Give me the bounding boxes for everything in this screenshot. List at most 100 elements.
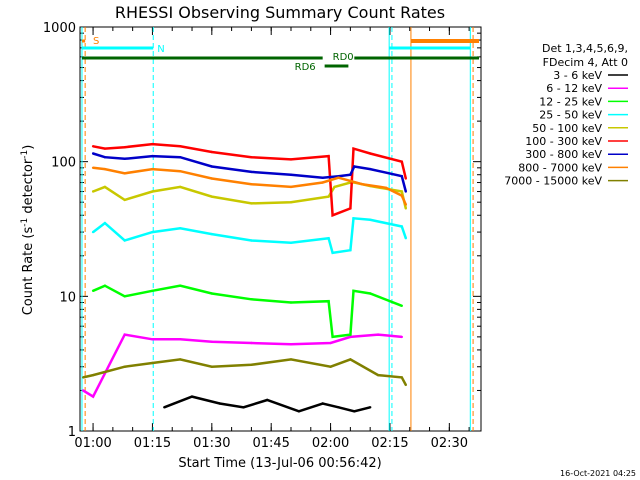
series-1-point [210, 340, 213, 343]
series-3-point [91, 230, 95, 234]
series-5-point [327, 154, 330, 158]
series-6-point [400, 175, 403, 178]
y-tick-label-0: 1 [68, 425, 76, 440]
annotation-rd6: RD6 [295, 62, 316, 73]
annotation-rd0: RD0 [333, 52, 354, 63]
series-2-point [331, 335, 334, 339]
series-4-point [103, 185, 107, 189]
plot-frame [79, 26, 482, 432]
series-8-point [91, 373, 95, 377]
legend-header-line-1: Det 1,3,4,5,6,9, [542, 42, 628, 55]
series-group [82, 142, 408, 413]
series-7-point [289, 185, 293, 189]
series-0-point [369, 406, 372, 409]
series-3-point [151, 230, 154, 234]
series-6-line [92, 152, 408, 192]
series-1-point [250, 341, 253, 345]
x-tick-label-4: 02:00 [312, 436, 349, 451]
series-7-point [91, 166, 95, 169]
series-3-point [352, 217, 355, 220]
x-tick-label-6: 02:30 [431, 436, 468, 451]
series-2-point [151, 289, 154, 292]
series-8-point [82, 376, 85, 379]
series-2-point [250, 298, 253, 301]
series-7-point [250, 183, 253, 186]
legend-header-line-2: FDecim 4, Att 0 [543, 56, 628, 69]
series-5-point [103, 147, 107, 150]
series-2-point [103, 284, 107, 287]
series-4-point [400, 190, 403, 193]
series-7-point [321, 181, 324, 184]
series-0-point [266, 398, 269, 402]
series-2-line [92, 284, 403, 339]
series-8-point [123, 365, 126, 368]
series-7-point [384, 186, 388, 189]
series-3-point [210, 232, 213, 236]
legend-label-1: 6 - 12 keV [546, 82, 602, 95]
series-2-point [123, 295, 126, 298]
series-4-point [179, 185, 182, 189]
series-5-point [349, 207, 352, 210]
series-6-point [151, 154, 154, 158]
series-5-line [92, 142, 408, 218]
event-markers: S N RD0 RD6 [81, 27, 480, 431]
legend: Det 1,3,4,5,6,9, FDecim 4, Att 0 3 - 6 k… [504, 42, 628, 188]
series-1-point [349, 335, 352, 339]
legend-label-0: 3 - 6 keV [553, 69, 602, 82]
y-tick-labels: 1 10 100 1000 [43, 21, 76, 440]
x-tick-label-0: 01:00 [74, 436, 111, 451]
series-7-point [103, 167, 107, 171]
series-0-point [242, 406, 245, 409]
series-5-point [400, 160, 403, 163]
series-2-point [352, 289, 355, 292]
series-1-point [329, 341, 332, 345]
series-1-point [376, 333, 380, 336]
series-7-point [404, 203, 407, 206]
legend-label-8: 7000 - 15000 keV [504, 175, 602, 188]
series-5-point [289, 158, 293, 161]
series-8-point [400, 376, 403, 379]
series-4-point [250, 202, 253, 205]
series-3-line [92, 216, 407, 255]
series-4-point [327, 195, 330, 198]
series-2-point [369, 292, 372, 295]
series-5-point [179, 145, 182, 148]
series-5-point [210, 150, 213, 154]
y-axis-label: Count Rate (s-1 detector-1) [20, 145, 36, 316]
series-1-point [151, 338, 154, 341]
series-3-point [400, 225, 403, 228]
series-7-point [400, 194, 403, 197]
chart-title: RHESSI Observing Summary Count Rates [115, 3, 445, 22]
x-tick-labels: 01:00 01:15 01:30 01:45 02:00 02:15 02:30 [74, 436, 468, 451]
series-4-point [123, 198, 126, 202]
series-5-point [91, 145, 95, 148]
series-3-point [369, 218, 372, 221]
series-4-line [92, 181, 408, 209]
y-tick-label-2: 100 [51, 156, 76, 171]
series-1-point [82, 389, 85, 392]
series-1-line [82, 333, 402, 399]
series-7-point [337, 176, 340, 179]
series-6-point [349, 173, 352, 176]
series-0-point [190, 395, 194, 398]
series-2-point [210, 292, 213, 295]
series-7-line [92, 166, 407, 206]
series-6-point [289, 173, 293, 176]
series-4-point [404, 207, 407, 210]
legend-label-5: 100 - 300 keV [525, 135, 602, 148]
series-6-point [91, 152, 95, 155]
series-8-point [179, 358, 182, 361]
series-0-point [297, 410, 301, 413]
series-2-point [327, 300, 330, 303]
series-5-point [352, 147, 355, 150]
series-8-point [250, 363, 253, 366]
series-6-point [210, 165, 213, 168]
series-7-point [151, 167, 154, 171]
series-8-point [151, 361, 154, 365]
series-7-point [123, 172, 126, 175]
series-3-point [327, 237, 330, 240]
series-8-point [349, 358, 352, 361]
series-8-line [82, 358, 407, 386]
annotation-s: S [93, 36, 99, 47]
